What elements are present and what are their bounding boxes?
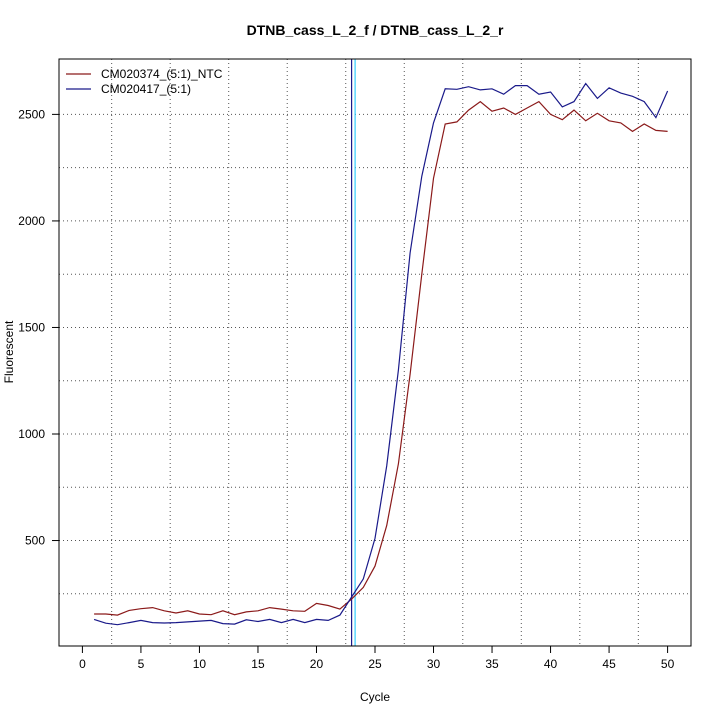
- x-axis-label: Cycle: [360, 690, 390, 704]
- x-tick-label: 30: [427, 657, 441, 671]
- y-tick-label: 2000: [18, 214, 45, 228]
- x-tick-label: 15: [251, 657, 265, 671]
- y-tick-label: 1500: [18, 320, 45, 334]
- legend-label: CM020374_(5:1)_NTC: [101, 67, 223, 81]
- grid-lines: [59, 59, 691, 646]
- series-line-1: [94, 100, 668, 616]
- data-series: [93, 82, 669, 626]
- y-tick-label: 2500: [18, 107, 45, 121]
- x-tick-label: 10: [193, 657, 207, 671]
- y-tick-label: 500: [25, 534, 45, 548]
- y-axis-label: Fluorescent: [2, 320, 16, 383]
- x-tick-label: 45: [602, 657, 616, 671]
- series-line-2: [93, 82, 669, 626]
- y-tick-label: 1000: [18, 427, 45, 441]
- x-tick-label: 40: [544, 657, 558, 671]
- chart-title: DTNB_cass_L_2_f / DTNB_cass_L_2_r: [247, 22, 504, 38]
- x-tick-label: 50: [661, 657, 675, 671]
- x-tick-label: 20: [310, 657, 324, 671]
- plot-frame: [58, 58, 692, 647]
- y-axis: 500 1000 1500 2000 2500: [18, 107, 60, 548]
- x-tick-label: 35: [485, 657, 499, 671]
- legend-label: CM020417_(5:1): [101, 82, 191, 96]
- x-axis: 0 5 10 15 20 25 30 35 40 45 50: [79, 645, 675, 671]
- threshold-lines: [350, 59, 356, 646]
- x-tick-label: 0: [79, 657, 86, 671]
- x-tick-label: 5: [138, 657, 145, 671]
- x-tick-label: 25: [368, 657, 382, 671]
